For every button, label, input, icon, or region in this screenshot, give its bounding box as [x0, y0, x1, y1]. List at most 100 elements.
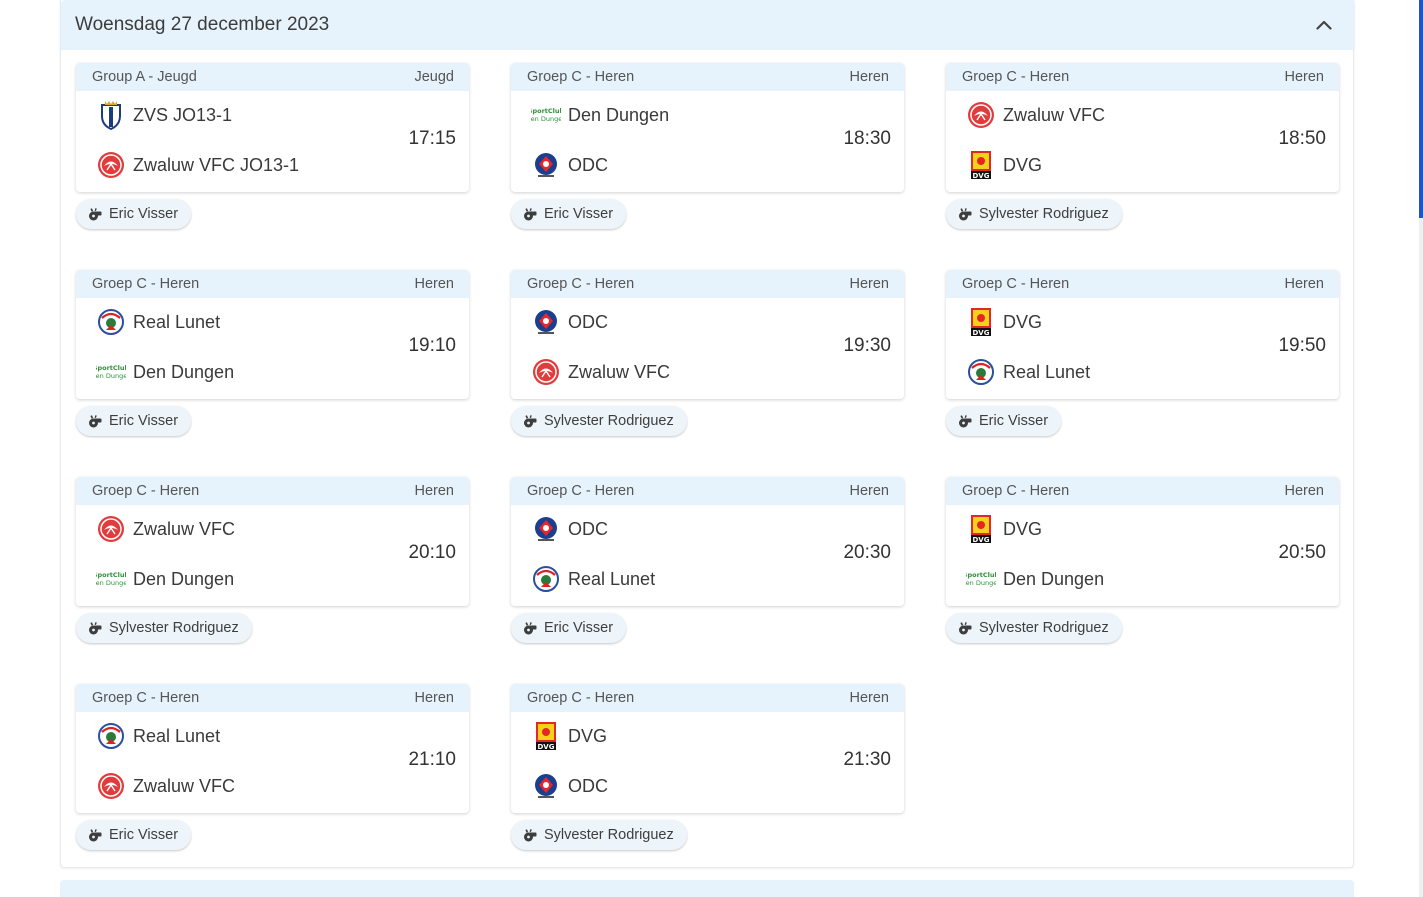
dvg-logo-icon: DVG [966, 150, 996, 180]
svg-text:SportClub: SportClub [96, 571, 126, 579]
match-cell: Groep C - Heren Heren SportClubDen Dunge… [511, 63, 904, 229]
svg-text:SportClub: SportClub [966, 571, 996, 579]
referee-chip[interactable]: Sylvester Rodriguez [511, 820, 687, 850]
match-time: 19:30 [843, 335, 891, 356]
match-time: 19:10 [408, 335, 456, 356]
match-group: Groep C - Heren [92, 276, 200, 292]
away-team-name: Den Dungen [1003, 568, 1105, 589]
match-category: Heren [414, 690, 455, 706]
zwaluw-vfc-logo-icon [96, 514, 126, 544]
match-card[interactable]: Group A - Jeugd Jeugd ZVS JO13-1 Zwaluw … [76, 63, 469, 192]
match-card[interactable]: Groep C - Heren Heren DVG DVG Real Lunet… [946, 270, 1339, 399]
match-card[interactable]: Groep C - Heren Heren SportClubDen Dunge… [511, 63, 904, 192]
whistle-icon [523, 207, 544, 221]
match-card-body: DVG DVG Real Lunet 19:50 [946, 298, 1339, 399]
match-card[interactable]: Groep C - Heren Heren Zwaluw VFC DVG DVG… [946, 63, 1339, 192]
odc-logo-icon [531, 771, 561, 801]
home-team-name: ZVS JO13-1 [133, 104, 233, 125]
scrollbar-track[interactable] [1419, 0, 1423, 897]
den-dungen-logo-icon: SportClubDen Dungen [966, 564, 996, 594]
away-team: Zwaluw VFC [531, 357, 670, 387]
match-category: Heren [414, 276, 455, 292]
referee-chip[interactable]: Sylvester Rodriguez [76, 613, 252, 643]
home-team-name: Real Lunet [133, 311, 221, 332]
match-group: Groep C - Heren [962, 69, 1070, 85]
scrollbar-thumb[interactable] [1419, 0, 1423, 218]
home-team: Zwaluw VFC [96, 514, 235, 544]
match-card-header: Groep C - Heren Heren [76, 477, 469, 505]
match-group: Groep C - Heren [92, 690, 200, 706]
referee-chip[interactable]: Eric Visser [76, 406, 192, 436]
away-team: Real Lunet [966, 357, 1090, 387]
real-lunet-logo-icon [96, 307, 126, 337]
whistle-icon [88, 414, 109, 428]
away-team: Zwaluw VFC [96, 771, 235, 801]
match-card-body: SportClubDen Dungen Den Dungen ODC 18:30 [511, 91, 904, 192]
match-group: Groep C - Heren [962, 483, 1070, 499]
home-team: DVG DVG [531, 721, 607, 751]
zwaluw-vfc-logo-icon [96, 150, 126, 180]
next-date-panel-header[interactable] [60, 880, 1354, 897]
referee-chip[interactable]: Sylvester Rodriguez [946, 199, 1122, 229]
match-cell: Groep C - Heren Heren DVG DVG Real Lunet… [946, 270, 1339, 436]
referee-chip[interactable]: Eric Visser [76, 199, 192, 229]
referee-chip[interactable]: Eric Visser [946, 406, 1062, 436]
match-group: Groep C - Heren [527, 690, 635, 706]
match-category: Heren [1284, 276, 1325, 292]
referee-chip[interactable]: Sylvester Rodriguez [946, 613, 1122, 643]
chevron-up-icon[interactable] [1307, 8, 1341, 42]
referee-chip[interactable]: Eric Visser [511, 613, 627, 643]
match-time: 21:10 [408, 749, 456, 770]
match-category: Heren [849, 690, 890, 706]
match-cell: Groep C - Heren Heren DVG DVG SportClubD… [946, 477, 1339, 643]
match-time: 19:50 [1278, 335, 1326, 356]
den-dungen-logo-icon: SportClubDen Dungen [96, 357, 126, 387]
match-time: 17:15 [408, 128, 456, 149]
home-team-name: ODC [568, 518, 608, 539]
match-time: 20:10 [408, 542, 456, 563]
home-team-name: ODC [568, 311, 608, 332]
svg-text:SportClub: SportClub [531, 107, 561, 115]
match-card[interactable]: Groep C - Heren Heren Real Lunet SportCl… [76, 270, 469, 399]
match-time: 21:30 [843, 749, 891, 770]
match-card-header: Groep C - Heren Heren [511, 477, 904, 505]
home-team-name: Den Dungen [568, 104, 670, 125]
zwaluw-vfc-logo-icon [966, 100, 996, 130]
match-card-body: DVG DVG SportClubDen Dungen Den Dungen 2… [946, 505, 1339, 606]
svg-text:DVG: DVG [973, 536, 990, 544]
match-time: 18:50 [1278, 128, 1326, 149]
match-group: Groep C - Heren [527, 276, 635, 292]
away-team-name: Den Dungen [133, 568, 235, 589]
match-card[interactable]: Groep C - Heren Heren DVG DVG ODC 21:30 [511, 684, 904, 813]
referee-chip[interactable]: Sylvester Rodriguez [511, 406, 687, 436]
match-cell: Groep C - Heren Heren Real Lunet SportCl… [76, 270, 469, 436]
date-panel-header[interactable]: Woensdag 27 december 2023 [61, 0, 1355, 50]
whistle-icon [958, 621, 979, 635]
referee-chip[interactable]: Eric Visser [76, 820, 192, 850]
match-card-header: Group A - Jeugd Jeugd [76, 63, 469, 91]
match-card-body: ODC Zwaluw VFC 19:30 [511, 298, 904, 399]
home-team: Real Lunet [96, 721, 220, 751]
match-group: Groep C - Heren [962, 276, 1070, 292]
match-card[interactable]: Groep C - Heren Heren Zwaluw VFC SportCl… [76, 477, 469, 606]
match-category: Heren [849, 483, 890, 499]
match-card[interactable]: Groep C - Heren Heren Real Lunet Zwaluw … [76, 684, 469, 813]
match-card[interactable]: Groep C - Heren Heren ODC Real Lunet 20:… [511, 477, 904, 606]
svg-text:Den Dungen: Den Dungen [96, 372, 126, 380]
match-cell: Groep C - Heren Heren DVG DVG ODC 21:30 … [511, 684, 904, 850]
referee-name: Eric Visser [109, 827, 179, 843]
den-dungen-logo-icon: SportClubDen Dungen [531, 100, 561, 130]
home-team-name: Zwaluw VFC [1003, 104, 1106, 125]
dvg-logo-icon: DVG [966, 307, 996, 337]
match-card-header: Groep C - Heren Heren [76, 270, 469, 298]
referee-chip[interactable]: Eric Visser [511, 199, 627, 229]
away-team: ODC [531, 150, 608, 180]
home-team: DVG DVG [966, 514, 1042, 544]
away-team-name: Den Dungen [133, 361, 235, 382]
match-card[interactable]: Groep C - Heren Heren DVG DVG SportClubD… [946, 477, 1339, 606]
match-card[interactable]: Groep C - Heren Heren ODC Zwaluw VFC 19:… [511, 270, 904, 399]
away-team-name: Real Lunet [1003, 361, 1091, 382]
odc-logo-icon [531, 514, 561, 544]
match-card-header: Groep C - Heren Heren [946, 477, 1339, 505]
dvg-logo-icon: DVG [531, 721, 561, 751]
